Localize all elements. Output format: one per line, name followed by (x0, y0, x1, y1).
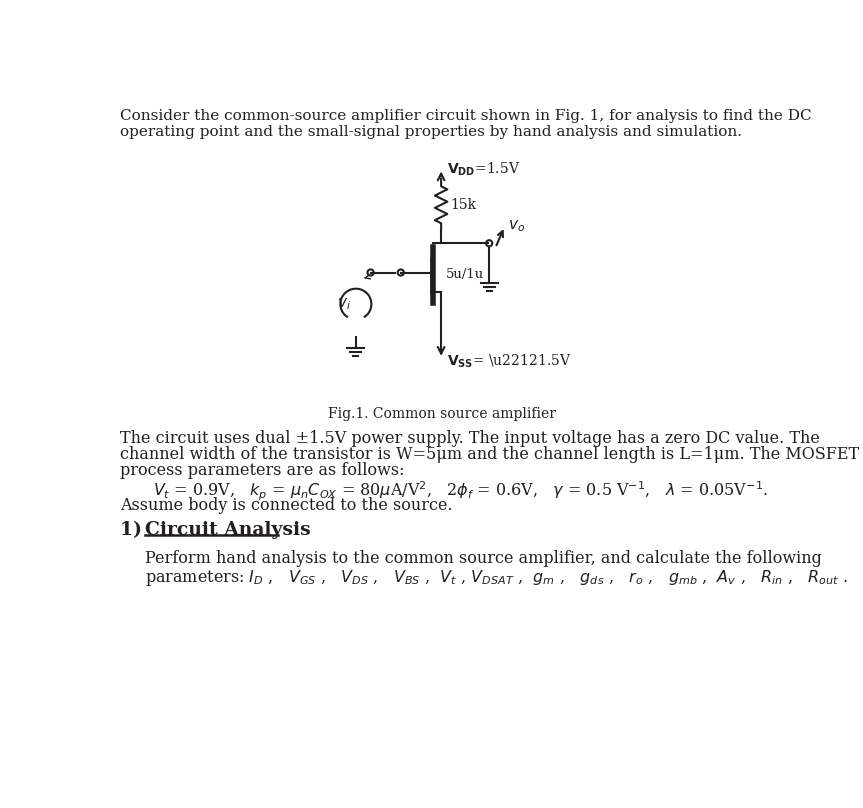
Text: Circuit Analysis: Circuit Analysis (145, 521, 311, 539)
Text: Assume body is connected to the source.: Assume body is connected to the source. (120, 498, 453, 515)
Text: parameters: $I_D$ ,   $V_{GS}$ ,   $V_{DS}$ ,   $V_{BS}$ ,  $V_t$ , $V_{DSAT}$ ,: parameters: $I_D$ , $V_{GS}$ , $V_{DS}$ … (145, 568, 848, 588)
Text: operating point and the small-signal properties by hand analysis and simulation.: operating point and the small-signal pro… (120, 124, 742, 139)
Text: $v_o$: $v_o$ (507, 218, 525, 234)
Text: $\mathbf{V_{SS}}$= \u22121.5V: $\mathbf{V_{SS}}$= \u22121.5V (446, 352, 571, 370)
Text: $v_i$: $v_i$ (337, 297, 351, 312)
Text: Perform hand analysis to the common source amplifier, and calculate the followin: Perform hand analysis to the common sour… (145, 550, 822, 567)
Text: channel width of the transistor is W=5μm and the channel length is L=1μm. The MO: channel width of the transistor is W=5μm… (120, 446, 860, 463)
Text: Fig.1. Common source amplifier: Fig.1. Common source amplifier (328, 407, 556, 421)
Text: process parameters are as follows:: process parameters are as follows: (120, 462, 405, 479)
Text: $\mathbf{V_{DD}}$=1.5V: $\mathbf{V_{DD}}$=1.5V (446, 161, 520, 178)
Text: 1): 1) (120, 521, 148, 539)
Text: 15k: 15k (450, 198, 476, 212)
Text: The circuit uses dual ±1.5V power supply. The input voltage has a zero DC value.: The circuit uses dual ±1.5V power supply… (120, 430, 820, 447)
Text: Consider the common-source amplifier circuit shown in Fig. 1, for analysis to fi: Consider the common-source amplifier cir… (120, 109, 812, 124)
Text: 5u/1u: 5u/1u (446, 267, 484, 280)
Text: $V_t$ = 0.9V,   $k_p$ = $\mu_n C_{OX}$ = 80$\mu$A/V$^2$,   2$\phi_f$ = 0.6V,   $: $V_t$ = 0.9V, $k_p$ = $\mu_n C_{OX}$ = 8… (153, 480, 768, 503)
